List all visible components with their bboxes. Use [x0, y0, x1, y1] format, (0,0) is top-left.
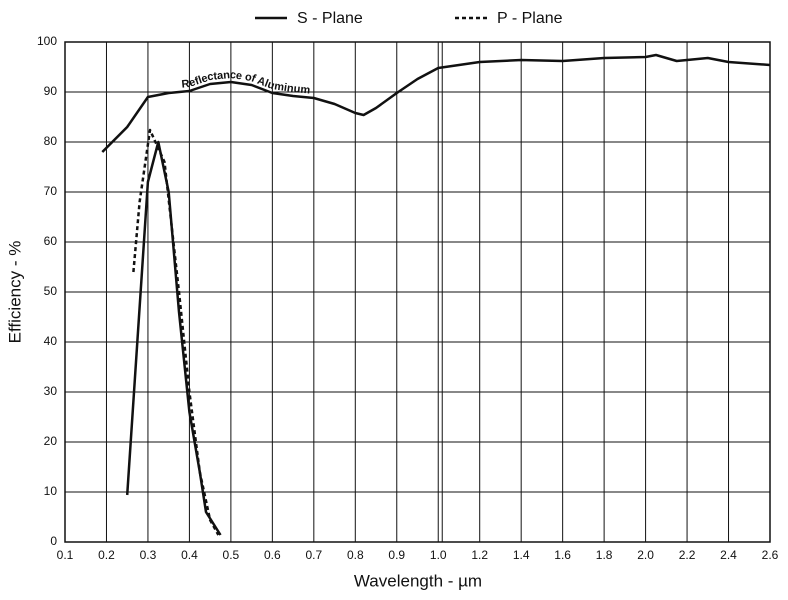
x-tick-label: 0.4 [181, 548, 198, 562]
x-tick-label: 0.1 [57, 548, 74, 562]
x-tick-label: 2.2 [679, 548, 696, 562]
legend-label: P - Plane [497, 10, 563, 27]
x-tick-label: 1.6 [554, 548, 571, 562]
y-tick-label: 70 [44, 184, 58, 198]
y-tick-label: 20 [44, 434, 58, 448]
line-series [125, 140, 222, 536]
y-tick-label: 30 [44, 384, 58, 398]
plot-frame [64, 41, 771, 543]
x-tick-label: 2.6 [762, 548, 779, 562]
y-tick-label: 50 [44, 284, 58, 298]
y-tick-label: 0 [50, 534, 57, 548]
x-tick-label: 0.6 [264, 548, 281, 562]
x-tick-label: 0.2 [98, 548, 115, 562]
legend-label: S - Plane [297, 10, 363, 27]
y-axis-label: Efficiency - % [5, 241, 24, 344]
x-tick-label: 1.4 [513, 548, 530, 562]
x-tick-label: 0.5 [223, 548, 240, 562]
line-series [101, 53, 771, 153]
x-tick-label: 2.4 [720, 548, 737, 562]
x-tick-label: 0.9 [388, 548, 405, 562]
x-tick-label: 2.0 [637, 548, 654, 562]
x-tick-label: 1.0 [430, 548, 447, 562]
x-tick-label: 0.8 [347, 548, 364, 562]
x-tick-label: 0.7 [305, 548, 322, 562]
y-tick-label: 90 [44, 84, 58, 98]
y-tick-label: 60 [44, 234, 58, 248]
y-tick-label: 40 [44, 334, 58, 348]
y-tick-label: 10 [44, 484, 58, 498]
y-tick-label: 100 [37, 34, 57, 48]
x-tick-label: 1.8 [596, 548, 613, 562]
x-tick-label: 1.2 [471, 548, 488, 562]
line-series [132, 128, 220, 536]
x-axis-label: Wavelength - µm [354, 571, 482, 590]
x-tick-label: 0.3 [140, 548, 157, 562]
y-tick-label: 80 [44, 134, 58, 148]
